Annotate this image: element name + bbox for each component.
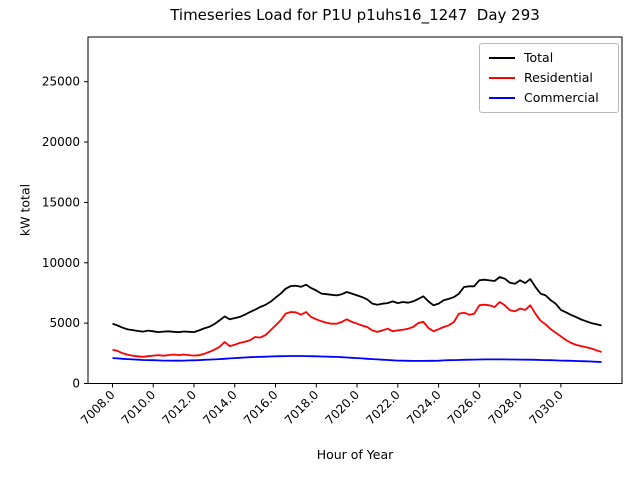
x-tick-label: 7016.0 <box>241 388 281 428</box>
x-tick-label: 7030.0 <box>526 388 566 428</box>
y-tick-label: 0 <box>72 377 80 391</box>
legend-label-residential: Residential <box>524 70 593 85</box>
x-tick-label: 7012.0 <box>160 388 200 428</box>
legend-item-commercial: Commercial <box>489 91 609 105</box>
y-axis-label: kW total <box>17 183 33 237</box>
commercial-line-swatch <box>489 96 515 100</box>
series-line-commercial <box>112 355 602 363</box>
series-line-total <box>112 276 602 334</box>
x-tick-label: 7028.0 <box>486 388 526 428</box>
x-axis-label: Hour of Year <box>316 447 394 462</box>
legend-item-total: Total <box>489 51 609 65</box>
x-tick-label: 7014.0 <box>200 388 240 428</box>
residential-line-swatch <box>489 76 515 80</box>
x-tick-label: 7022.0 <box>363 388 403 428</box>
total-line-swatch <box>489 56 515 60</box>
y-tick-label: 15000 <box>42 195 80 209</box>
x-tick-label: 7026.0 <box>445 388 485 428</box>
series-line-residential <box>112 301 602 358</box>
y-tick-label: 10000 <box>42 256 80 270</box>
chart-title: Timeseries Load for P1U p1uhs16_1247 Day… <box>170 6 540 24</box>
y-tick-label: 5000 <box>49 316 80 330</box>
legend-label-total: Total <box>524 50 554 65</box>
legend-label-commercial: Commercial <box>524 90 599 105</box>
y-tick-label: 20000 <box>42 135 80 149</box>
x-tick-label: 7010.0 <box>119 388 159 428</box>
x-tick-label: 7008.0 <box>78 388 118 428</box>
x-tick-label: 7020.0 <box>323 388 363 428</box>
y-tick-label: 25000 <box>42 75 80 89</box>
x-tick-label: 7024.0 <box>404 388 444 428</box>
x-tick-label: 7018.0 <box>282 388 322 428</box>
axes-frame <box>87 36 623 384</box>
legend-item-residential: Residential <box>489 71 609 85</box>
legend: Total Residential Commercial <box>479 43 619 113</box>
